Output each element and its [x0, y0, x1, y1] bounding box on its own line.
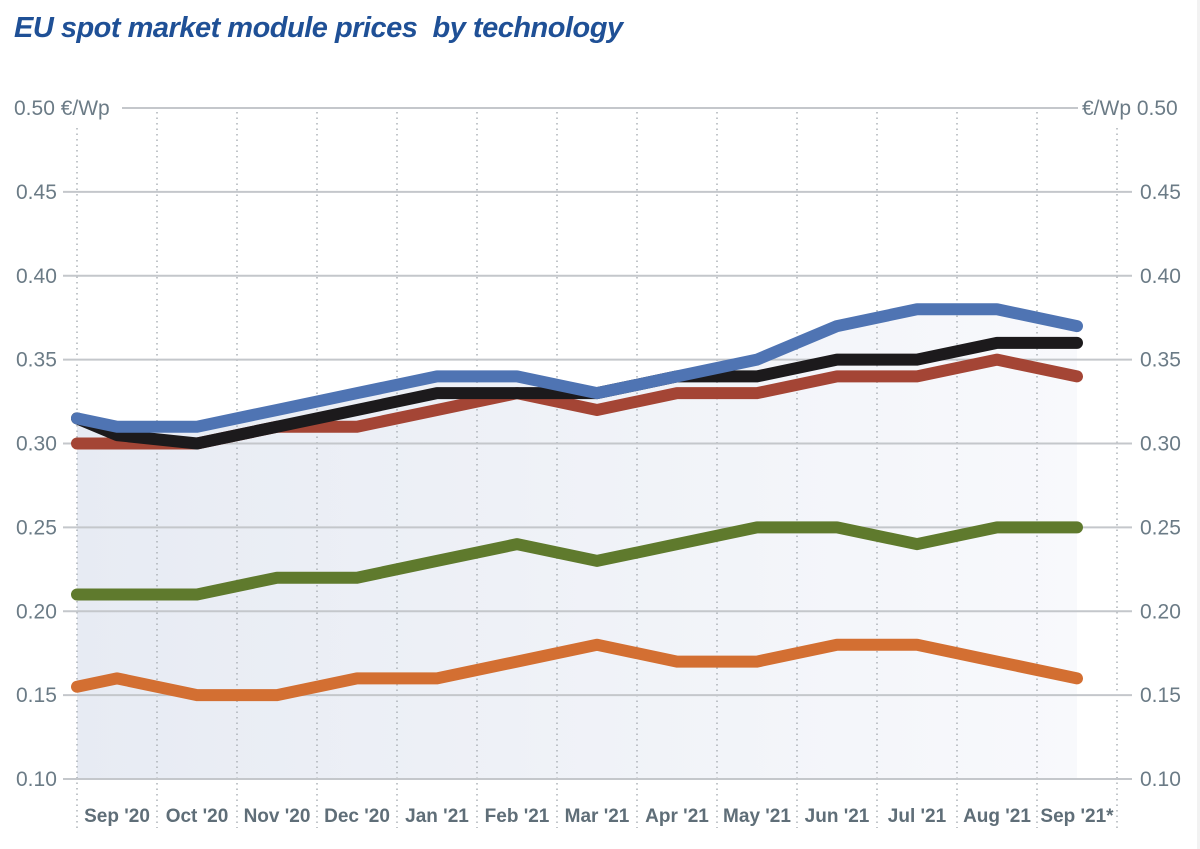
x-tick-label: Jan '21 — [405, 806, 469, 827]
x-tick-label: Oct '20 — [166, 806, 229, 827]
y-tick-label-right: 0.10 — [1140, 768, 1181, 791]
page-edge — [1197, 0, 1200, 849]
y-tick-label-left: 0.20 — [16, 600, 57, 623]
vertical-gridlines — [76, 112, 1118, 828]
y-tick-label-left: 0.45 — [16, 181, 57, 204]
x-tick-label: Jun '21 — [805, 806, 870, 827]
chart-title: EU spot market module prices by technolo… — [14, 12, 623, 44]
x-tick-label: Dec '20 — [324, 806, 390, 827]
y-axis-right: €/Wp 0.50 0.45 0.40 0.35 0.30 0.25 0.20 0.15 0.1… — [1082, 97, 1181, 791]
x-tick-label: Apr '21 — [645, 806, 709, 827]
x-tick-label: Aug '21 — [963, 806, 1031, 827]
x-axis-labels: Sep '20 Oct '20 Nov '20 Dec '20 Jan '21 Feb '… — [84, 806, 1114, 827]
y-tick-label-left: 0.10 — [16, 768, 57, 791]
x-tick-label: Mar '21 — [565, 806, 630, 827]
x-tick-label: Feb '21 — [485, 806, 550, 827]
y-tick-label-left: 0.30 — [16, 433, 57, 456]
series-line-black — [71, 336, 1083, 450]
y-tick-label-left: 0.50 €/Wp — [14, 97, 110, 120]
x-tick-label: Sep '20 — [84, 806, 150, 827]
y-tick-label-left: 0.25 — [16, 516, 57, 539]
series-line-green — [71, 521, 1083, 601]
y-tick-label-left: 0.35 — [16, 349, 57, 372]
series-line-blue — [71, 303, 1083, 433]
y-tick-label-right: 0.40 — [1140, 265, 1181, 288]
y-tick-label-right: 0.30 — [1140, 433, 1181, 456]
horizontal-gridlines — [63, 107, 1132, 780]
x-tick-label: May '21 — [723, 806, 791, 827]
series-line-orange — [71, 638, 1083, 702]
y-tick-label-right: 0.15 — [1140, 684, 1181, 707]
y-tick-label-right: 0.35 — [1140, 349, 1181, 372]
y-tick-label-left: 0.40 — [16, 265, 57, 288]
y-tick-label-left: 0.15 — [16, 684, 57, 707]
x-tick-label: Nov '20 — [244, 806, 311, 827]
x-tick-label: Jul '21 — [888, 806, 947, 827]
y-axis-left: 0.50 €/Wp 0.45 0.40 0.35 0.30 0.25 0.20 0.15 0.1… — [14, 97, 110, 791]
y-tick-label-right: €/Wp 0.50 — [1082, 97, 1178, 120]
y-tick-label-right: 0.25 — [1140, 516, 1181, 539]
x-tick-label: Sep '21* — [1040, 806, 1114, 827]
y-tick-label-right: 0.20 — [1140, 600, 1181, 623]
y-tick-label-right: 0.45 — [1140, 181, 1181, 204]
series-lines — [71, 303, 1083, 702]
